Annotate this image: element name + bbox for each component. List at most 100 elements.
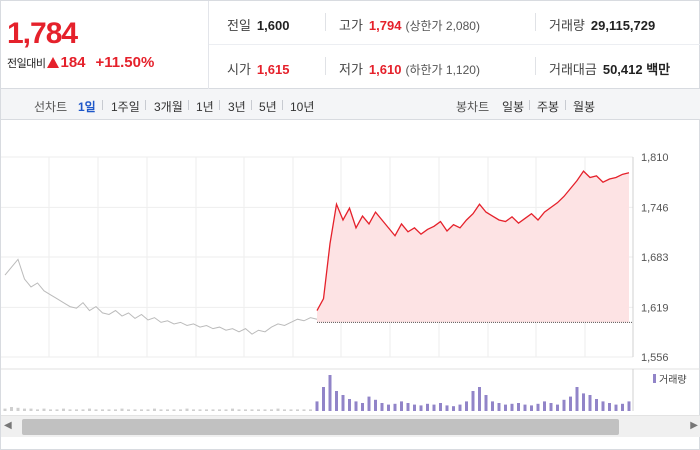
divider bbox=[251, 100, 252, 110]
volume-bar bbox=[367, 396, 371, 411]
volume-bar bbox=[322, 387, 325, 411]
period-10y[interactable]: 10년 bbox=[290, 100, 315, 114]
volume-bar-prev bbox=[192, 409, 195, 411]
volume-bar-prev bbox=[296, 409, 299, 411]
high-label: 고가 bbox=[339, 18, 363, 33]
prev-close-label: 전일 bbox=[227, 18, 251, 33]
volume-bar bbox=[419, 405, 423, 411]
volume-bar-prev bbox=[120, 408, 124, 411]
volume-bar-prev bbox=[185, 408, 189, 411]
high-value: 1,794 bbox=[368, 18, 402, 33]
volume-bar bbox=[530, 405, 533, 411]
volume-bar bbox=[393, 403, 397, 411]
volume-bar bbox=[406, 403, 410, 411]
volume-bar bbox=[335, 391, 338, 411]
amount-value: 50,412 백만 bbox=[602, 62, 671, 77]
price-chart-svg: 1,810 1,746 1,683 1,619 1,556 거래량 bbox=[1, 152, 700, 411]
volume-bar-prev bbox=[250, 409, 254, 411]
volume-bar bbox=[608, 403, 611, 411]
scroll-left-icon[interactable]: ◀ bbox=[4, 420, 12, 431]
volume-bar-prev bbox=[172, 409, 176, 411]
high-cell: 고가 1,794 (상한가 2,080) bbox=[339, 15, 480, 34]
volume-bar bbox=[348, 399, 351, 411]
volume-bar-prev bbox=[263, 409, 267, 411]
volume-bar-prev bbox=[29, 408, 33, 411]
volume-bar bbox=[465, 401, 468, 411]
volume-bar-prev bbox=[114, 409, 117, 411]
volume-bar bbox=[387, 404, 390, 411]
volume-bar-prev bbox=[231, 408, 234, 411]
volume-bar bbox=[478, 387, 481, 411]
volume-bar-prev bbox=[283, 409, 286, 411]
volume-bar-prev bbox=[302, 409, 306, 411]
period-selector: 선차트 1일 1주일 3개월 1년 3년 5년 10년 봉차트 일봉 주봉 월봉 bbox=[1, 89, 700, 120]
volume-bar-prev bbox=[133, 409, 137, 411]
previous-day-line bbox=[4, 258, 318, 335]
volume-bar-prev bbox=[81, 409, 85, 411]
candle-monthly[interactable]: 월봉 bbox=[573, 100, 596, 114]
period-3y[interactable]: 3년 bbox=[228, 100, 246, 114]
volume-bar bbox=[426, 403, 429, 411]
volume-bar bbox=[471, 391, 475, 411]
volume-bar bbox=[614, 404, 618, 411]
volume-bar-prev bbox=[257, 409, 260, 411]
scroll-right-icon[interactable]: ▶ bbox=[690, 420, 698, 431]
price-chart: 1,810 1,746 1,683 1,619 1,556 거래량 bbox=[1, 121, 700, 411]
up-triangle-icon bbox=[47, 57, 60, 68]
volume-bar bbox=[380, 403, 384, 411]
volume-bar-prev bbox=[270, 409, 273, 411]
volume-bar-prev bbox=[159, 409, 163, 411]
volume-bar-prev bbox=[166, 409, 169, 411]
volume-bar bbox=[556, 404, 559, 411]
candle-weekly[interactable]: 주봉 bbox=[537, 100, 560, 114]
volume-bar bbox=[374, 399, 377, 411]
period-1y[interactable]: 1년 bbox=[196, 100, 214, 114]
open-cell: 시가 1,615 bbox=[227, 59, 289, 78]
divider bbox=[145, 100, 146, 110]
volume-bar bbox=[510, 403, 514, 411]
low-value: 1,610 bbox=[368, 62, 402, 77]
lower-limit: (하한가 1,120) bbox=[405, 63, 480, 77]
volume-bar-prev bbox=[179, 409, 182, 411]
volume-bar-prev bbox=[127, 409, 130, 411]
divider bbox=[535, 13, 536, 31]
divider bbox=[325, 13, 326, 31]
volume-bar bbox=[627, 401, 631, 411]
divider bbox=[282, 100, 283, 110]
volume-bar-prev bbox=[309, 409, 312, 411]
period-1d[interactable]: 1일 bbox=[78, 100, 96, 114]
quote-row-2: 시가 1,615 저가 1,610 (하한가 1,120) 거래대금 50,412 백만 bbox=[209, 45, 700, 89]
period-1w[interactable]: 1주일 bbox=[111, 100, 140, 114]
prev-close-cell: 전일 1,600 bbox=[227, 15, 289, 34]
volume-bar-prev bbox=[94, 409, 98, 411]
current-price: 1,784 bbox=[7, 17, 78, 50]
volume-bar bbox=[484, 395, 488, 411]
volume-bar-prev bbox=[211, 409, 215, 411]
volume-bar-prev bbox=[205, 409, 208, 411]
prev-close-value: 1,600 bbox=[256, 18, 290, 33]
change-percent: +11.50% bbox=[95, 54, 155, 71]
period-5y[interactable]: 5년 bbox=[259, 100, 277, 114]
volume-bar bbox=[361, 403, 364, 411]
volume-bar-prev bbox=[55, 409, 59, 411]
divider bbox=[529, 100, 530, 110]
volume-bar-prev bbox=[23, 408, 26, 411]
candle-daily[interactable]: 일봉 bbox=[502, 100, 525, 114]
divider bbox=[102, 100, 103, 110]
volume-bar bbox=[523, 404, 527, 411]
volume-bar bbox=[536, 403, 540, 411]
open-label: 시가 bbox=[227, 62, 251, 77]
volume-bar-prev bbox=[198, 409, 202, 411]
volume-bar-prev bbox=[16, 407, 20, 411]
today-price-line bbox=[316, 170, 630, 311]
volume-bar-prev bbox=[101, 409, 104, 411]
volume-label: 거래량 bbox=[549, 18, 585, 33]
chart-scrollbar[interactable]: ◀ ▶ bbox=[1, 415, 700, 437]
volume-bar bbox=[569, 396, 572, 411]
volume-bar-prev bbox=[42, 408, 46, 411]
period-3m[interactable]: 3개월 bbox=[154, 100, 183, 114]
amount-label: 거래대금 bbox=[549, 62, 597, 77]
scroll-thumb[interactable] bbox=[22, 419, 619, 435]
volume-bar-prev bbox=[218, 409, 221, 411]
volume-legend-label: 거래량 bbox=[659, 374, 687, 386]
